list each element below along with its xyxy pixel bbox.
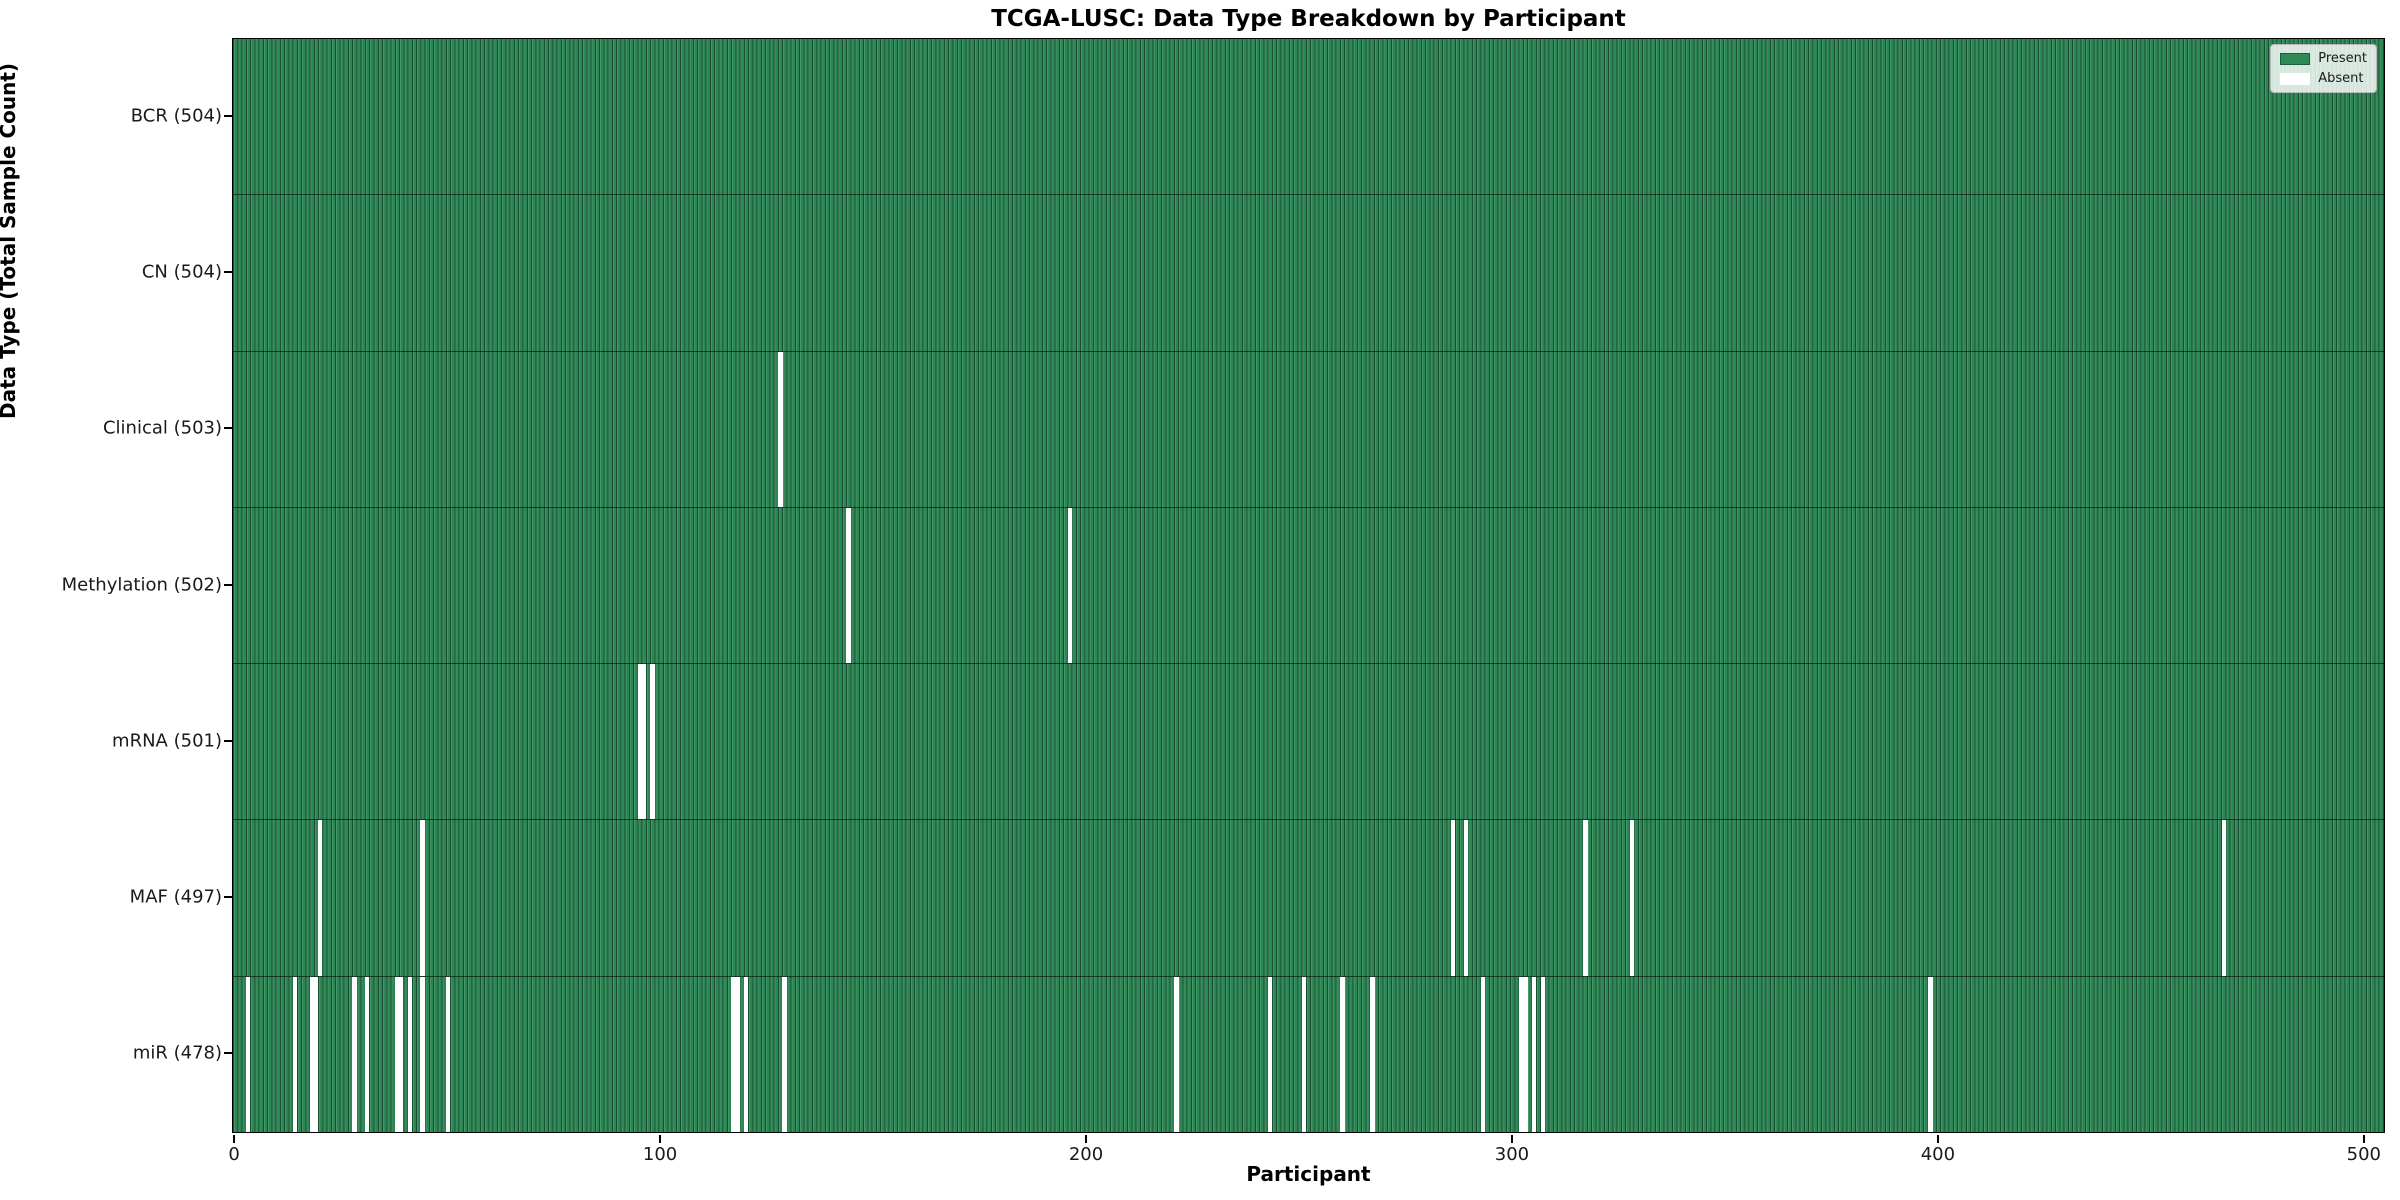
x-tick-label-500: 500 (2346, 1144, 2382, 1165)
x-tick-mark (1510, 1134, 1513, 1143)
y-tick-label-cn: CN (504) (141, 261, 222, 283)
absent-mark-mir (1523, 976, 1528, 1132)
absent-mark-maf (1583, 820, 1588, 976)
heatmap-row-cn (233, 195, 2384, 352)
x-axis-label: Participant (1246, 1162, 1371, 1186)
absent-mark-maf (1463, 820, 1469, 976)
absent-mark-mir (1540, 976, 1545, 1132)
absent-mark-mir (309, 976, 314, 1132)
legend-swatch-absent (2280, 72, 2311, 85)
absent-mark-mir (1174, 976, 1179, 1132)
absent-mark-mir (1928, 976, 1933, 1132)
legend-label-absent: Absent (2318, 71, 2364, 86)
absent-mark-mir (245, 976, 251, 1132)
absent-mark-mir (352, 976, 357, 1132)
heatmap-row-methylation (233, 507, 2384, 665)
y-tick-mark (224, 739, 232, 742)
heatmap-row-bcr (233, 39, 2384, 196)
y-tick-mark (224, 895, 232, 898)
absent-mark-maf (1451, 820, 1456, 976)
x-tick-mark (1936, 1134, 1939, 1143)
legend-item-present: Present (2280, 51, 2367, 66)
x-tick-mark (659, 1134, 662, 1143)
y-tick-label-methylation: Methylation (502) (61, 574, 222, 595)
absent-mark-mir (1519, 976, 1524, 1132)
absent-mark-clinical (778, 351, 783, 507)
absent-mark-methylation (1067, 507, 1073, 664)
x-tick-label-100: 100 (642, 1144, 678, 1165)
absent-mark-methylation (846, 507, 851, 664)
y-tick-mark (224, 271, 232, 274)
legend-swatch-present (2280, 52, 2311, 65)
absent-mark-mir (313, 976, 319, 1132)
heatmap-row-mir (233, 976, 2384, 1132)
y-tick-label-mrna: mRNA (501) (112, 730, 222, 752)
heatmap-row-clinical (233, 351, 2384, 508)
absent-mark-mir (445, 976, 451, 1132)
absent-mark-mir (420, 976, 425, 1132)
y-tick-mark (224, 583, 232, 586)
absent-mark-mir (731, 976, 736, 1132)
absent-mark-mrna (650, 664, 655, 820)
x-tick-label-200: 200 (1068, 1144, 1104, 1165)
y-tick-mark (224, 115, 232, 118)
legend: Present Absent (2270, 44, 2377, 93)
x-tick-mark (233, 1134, 236, 1143)
absent-mark-maf (420, 820, 425, 976)
absent-mark-mir (1532, 976, 1537, 1132)
y-tick-label-mir: miR (478) (132, 1042, 222, 1064)
absent-mark-mir (1340, 976, 1345, 1132)
y-tick-mark (224, 427, 232, 430)
absent-mark-mir (399, 976, 404, 1132)
absent-mark-mir (1302, 976, 1307, 1132)
chart-title: TCGA-LUSC: Data Type Breakdown by Partic… (991, 6, 1626, 32)
absent-mark-mir (1268, 976, 1273, 1132)
y-tick-label-bcr: BCR (504) (130, 105, 222, 127)
absent-mark-maf (1630, 820, 1635, 976)
absent-mark-maf (318, 820, 323, 976)
heatmap-row-mrna (233, 664, 2384, 821)
legend-item-absent: Absent (2280, 71, 2367, 86)
absent-mark-mir (782, 976, 787, 1132)
y-tick-mark (224, 1051, 232, 1054)
absent-mark-mir (365, 976, 370, 1132)
absent-mark-mir (394, 976, 400, 1132)
x-tick-label-0: 0 (228, 1144, 240, 1165)
heatmap-row-maf (233, 820, 2384, 977)
plot-area: Present Absent (232, 38, 2385, 1133)
absent-mark-mrna (637, 664, 642, 820)
absent-mark-mrna (641, 664, 647, 820)
absent-mark-maf (2222, 820, 2227, 976)
x-tick-label-300: 300 (1494, 1144, 1530, 1165)
y-tick-label-maf: MAF (497) (129, 886, 222, 908)
x-ticks: 0 100 200 300 400 500 (228, 1133, 2385, 1167)
absent-mark-mir (292, 976, 297, 1132)
absent-mark-mir (744, 976, 749, 1132)
absent-mark-mir (407, 976, 412, 1132)
absent-mark-mir (735, 976, 740, 1132)
x-tick-label-400: 400 (1920, 1144, 1956, 1165)
absent-mark-mir (1481, 976, 1486, 1132)
y-tick-labels: BCR (504) CN (504) Clinical (503) Methylati… (0, 38, 222, 1133)
legend-label-present: Present (2318, 51, 2367, 66)
absent-mark-mir (1370, 976, 1375, 1132)
y-tick-label-clinical: Clinical (503) (102, 417, 222, 439)
x-tick-mark (2362, 1134, 2365, 1143)
x-tick-mark (1085, 1134, 1087, 1143)
